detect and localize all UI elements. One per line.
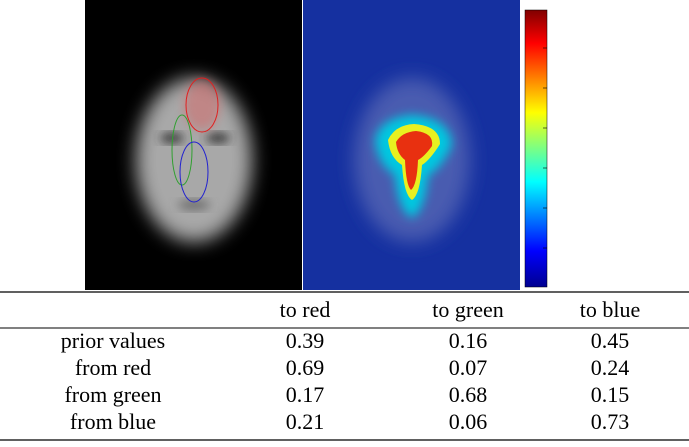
table-cell: 0.39 [286,328,325,353]
row-label: prior values [61,328,165,353]
colorbar-label: Fixated Less [550,241,602,251]
row-label: from red [75,355,151,380]
table-cell: 0.73 [591,409,630,434]
table-cell: 0.69 [286,355,325,380]
table-cell: 0.24 [591,355,630,380]
colorbar-label: Fixated More [550,24,603,34]
table-cell: 0.15 [591,382,630,407]
column-header: to green [432,297,503,322]
heatmap-image [303,0,520,290]
colorbar: Fixated More Fixated Less [524,9,603,288]
table-cell: 0.06 [449,409,488,434]
face-image [85,0,302,290]
table-cell: 0.07 [449,355,488,380]
table-cell: 0.68 [449,382,488,407]
table-cell: 0.21 [286,409,325,434]
table-cell: 0.45 [591,328,630,353]
table: to red to green to blue prior values 0.39 0.1… [61,297,640,434]
row-label: from blue [70,409,156,434]
table-cell: 0.17 [286,382,325,407]
row-label: from green [64,382,161,407]
column-header: to blue [580,297,641,322]
table-cell: 0.16 [449,328,488,353]
column-header: to red [280,297,331,322]
